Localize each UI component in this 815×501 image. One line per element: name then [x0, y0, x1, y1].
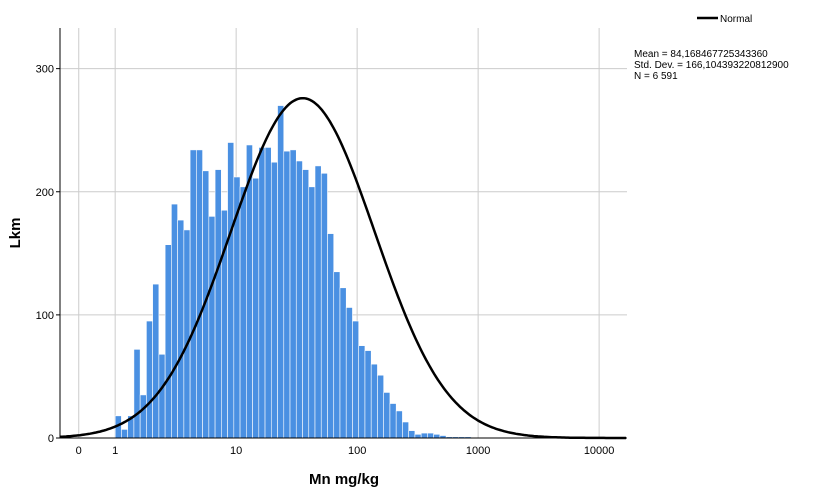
- histogram-bar: [152, 283, 160, 439]
- x-tick-label: 1: [112, 445, 118, 457]
- histogram-bar: [208, 216, 216, 439]
- histogram-bar: [433, 434, 441, 439]
- legend-label-normal: Normal: [720, 14, 752, 25]
- x-tick-label: 10: [230, 445, 242, 457]
- axes: [59, 28, 627, 439]
- histogram-bar: [189, 149, 197, 439]
- histogram-bar: [308, 186, 316, 439]
- histogram-bar: [402, 421, 409, 439]
- y-tick-label: 300: [36, 64, 54, 76]
- y-tick-label: 100: [36, 310, 54, 322]
- stats-std-dev: Std. Dev. = 166,104393220812900: [634, 60, 789, 71]
- histogram-bar: [427, 432, 434, 439]
- histogram-bar: [352, 320, 360, 439]
- histogram-bar: [370, 363, 378, 439]
- y-tick-label: 0: [48, 433, 54, 445]
- statistics-box: Mean = 84,168467725343360 Std. Dev. = 16…: [634, 49, 789, 82]
- normal-curve: [59, 96, 626, 440]
- x-tick-label: 100: [348, 445, 366, 457]
- histogram-bar: [239, 186, 247, 439]
- histogram-bar: [227, 142, 235, 439]
- histogram-bar: [270, 161, 278, 439]
- histogram-bar: [171, 203, 178, 439]
- histogram-bar: [377, 374, 384, 439]
- histogram-bar: [320, 172, 328, 439]
- histogram-bar: [277, 105, 285, 439]
- histogram-bar: [214, 169, 222, 439]
- x-tick-label: 1000: [466, 445, 490, 457]
- histogram-bars: [114, 105, 472, 439]
- y-axis-tick-labels: 0 100 200 300: [36, 64, 60, 445]
- histogram-bar: [196, 149, 203, 439]
- histogram-bar: [364, 350, 372, 439]
- histogram-bar: [339, 287, 347, 439]
- y-tick-label: 200: [36, 187, 54, 199]
- legend: Normal: [697, 14, 752, 25]
- histogram-bar: [289, 149, 297, 439]
- histogram-bar: [389, 403, 397, 439]
- histogram-bar: [358, 345, 366, 439]
- histogram-bar: [121, 429, 128, 439]
- histogram-bar: [283, 150, 291, 439]
- histogram-bar: [139, 394, 147, 439]
- histogram-bar: [133, 349, 141, 439]
- histogram-bar: [314, 165, 322, 439]
- histogram-bar: [345, 307, 353, 439]
- stats-mean: Mean = 84,168467725343360: [634, 49, 768, 60]
- histogram-bar: [164, 244, 172, 439]
- histogram-bar: [395, 410, 403, 439]
- histogram-bar: [333, 271, 341, 439]
- x-tick-label: 0: [76, 445, 82, 457]
- histogram-bar: [146, 320, 153, 439]
- x-tick-label: 10000: [584, 445, 615, 457]
- histogram-bar: [252, 177, 260, 439]
- histogram-bar: [183, 229, 191, 439]
- y-axis-title: Lkm: [7, 218, 24, 249]
- histogram-bar: [327, 233, 335, 439]
- histogram-bar: [258, 147, 266, 439]
- x-axis-title: Mn mg/kg: [309, 471, 379, 488]
- histogram-bar: [383, 392, 391, 439]
- histogram-bar: [420, 432, 428, 439]
- histogram-bar: [408, 430, 416, 439]
- histogram-bar: [264, 147, 272, 439]
- histogram-bar: [302, 169, 310, 439]
- histogram-bar: [158, 353, 166, 439]
- histogram-bar: [414, 434, 422, 439]
- histogram-bar: [177, 219, 185, 439]
- x-axis-tick-labels: 0 1 10 100 1000 10000: [76, 445, 615, 457]
- stats-n: N = 6 591: [634, 71, 678, 82]
- histogram-bar: [295, 160, 303, 439]
